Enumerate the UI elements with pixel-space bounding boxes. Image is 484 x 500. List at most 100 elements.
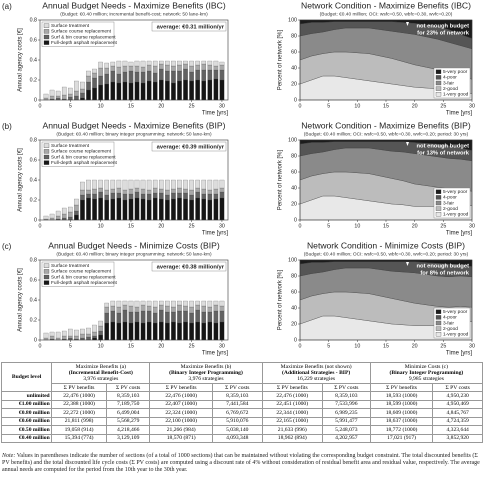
bar-segment [49,335,55,340]
table-cell: 19,058 (914) [51,425,107,435]
bar-segment [92,68,97,74]
legend-label: 5-very poor [443,189,468,195]
table-cell: 22,100 (1000) [149,416,213,427]
bar-segment [165,64,170,72]
bar-segment [189,65,194,73]
budget-cell: unlimited [0,391,53,401]
bar-segment [104,306,109,314]
table-cell: 7,441,584 [211,399,263,410]
bar-segment [189,71,194,82]
y-axis-label: Annual agency costs [€] [18,148,24,212]
bar-segment [74,204,79,212]
group-title: Maximize Benefits (not shown) [280,363,352,370]
annotation: not enough budget [417,24,470,30]
legend-label: Surf & bin course replacement [51,274,116,280]
legend-swatch [435,309,442,314]
table-row: €0.50 million 19,058 (914) 4,218,466 21,266… [0,425,483,435]
note-label: Note: [2,453,16,459]
y-tick-label: 0.6 [30,277,37,283]
legend-label: 3-fair [443,320,454,326]
bar-segment [183,179,188,190]
annotation-box [151,21,227,32]
bar-segment [165,300,170,307]
bar-segment [122,199,128,221]
bar-segment [116,322,122,341]
bar-segment [171,321,176,341]
bar-segment [159,79,164,101]
bar-segment [68,335,73,339]
bar-segment [177,179,182,189]
legend-box [41,261,115,287]
bar-segment [195,309,200,323]
budget-cell: €0.50 million [0,425,53,435]
y-axis-label: Percent of network [%] [278,269,284,330]
bar-segment [219,321,225,341]
bar-segment [171,198,176,221]
annotation: not enough budget [417,144,470,150]
bar-segment [146,300,152,307]
bar-segment [86,336,91,341]
bar-segment [43,93,49,99]
annotation-arrow [406,262,409,266]
table-cell: 4,323,644 [432,425,483,435]
bar-segment [122,193,128,201]
chart-title: Network Condition - Maximize Benefits (I… [301,0,471,10]
bar-segment [92,324,97,333]
bar-segment [177,70,182,82]
bar-segment [116,300,122,308]
bar-segment [61,94,67,100]
subheader-cell: Σ PV benefits [261,382,323,393]
table-cell: 18,962 (894) [261,433,323,444]
legend-label: 2-good [443,326,458,332]
bar-segment [116,192,122,199]
table-cell: 18,772 (1000) [369,425,434,435]
chart-subtitle: (Budget: €0.40 million; binary integer p… [56,131,212,137]
bar-segment [140,322,146,341]
y-axis-label: Percent of network [%] [278,29,284,90]
bar-segment [207,69,213,81]
subheader-cell: Σ PV costs [105,382,151,393]
bar-segment [92,331,97,337]
chart-subtitle: (Budget: €0.40 million; OCI: wsfc=0.50, … [304,251,469,257]
bar-segment [165,322,170,341]
bar-segment [104,67,109,75]
bar-segment [219,179,225,189]
bar-segment [49,213,55,219]
bar-segment [183,60,188,65]
chart-title: Network Condition - Maximize Benefits (B… [301,120,471,130]
y-tick-label: 0.2 [30,317,37,323]
bar-segment [128,61,134,67]
table-cell: 21,266 (984) [149,425,213,435]
legend-swatch [43,280,50,285]
x-tick-label: 15 [383,223,389,229]
bar-segment [55,97,61,101]
subheader-cell: Σ PV benefits [369,382,434,393]
x-axis-label: Time [yrs] [446,351,472,357]
bar-segment [146,64,152,72]
x-axis-label: Time [yrs] [446,111,472,117]
bar-segment [122,309,128,323]
x-tick-label: 10 [354,343,360,349]
bar-segment [134,60,140,67]
legend-label: Surface treatment [51,23,90,29]
bar-segment [195,60,200,66]
bar-segment [219,69,225,81]
table-cell: 7,533,996 [321,399,371,410]
bar-segment [134,71,140,83]
y-tick-label: 0 [294,97,297,103]
bar-segment [68,206,73,213]
legend-swatch [435,200,442,206]
x-tick-label: 25 [189,103,195,109]
table-cell: 4,218,466 [105,425,151,435]
bar-segment [86,81,91,91]
bar-segment [80,97,85,101]
bar-segment [219,187,225,193]
bar-segment [128,65,134,72]
legend-swatch [435,86,442,91]
bar-segment [177,197,182,221]
y-tick-label: 20 [291,81,297,87]
x-tick-label: 5 [327,223,330,229]
legend-label: 2-good [443,86,458,92]
bar-segment [207,306,213,313]
legend-label: Full-depth asphalt replacement [51,40,118,46]
